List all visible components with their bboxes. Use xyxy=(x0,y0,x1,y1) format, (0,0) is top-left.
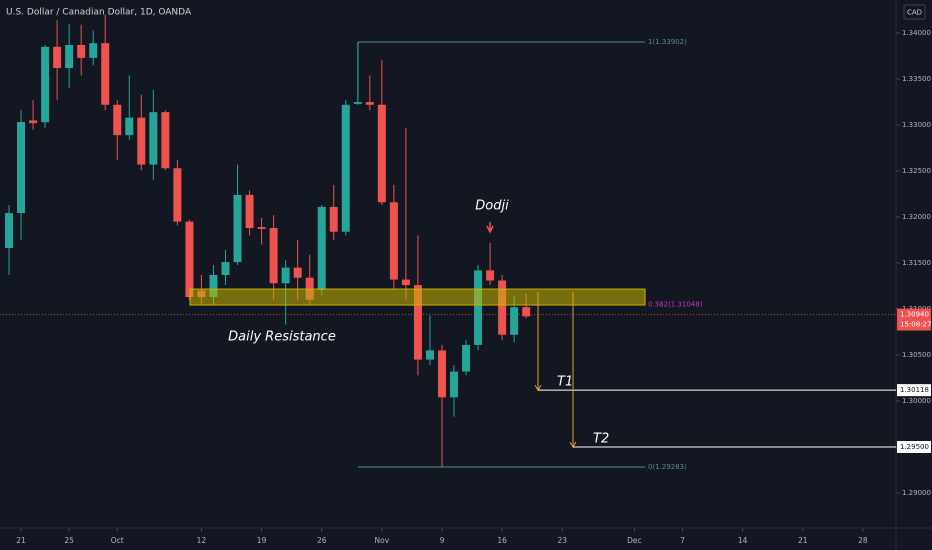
chart-title: U.S. Dollar / Canadian Dollar, 1D, OANDA xyxy=(6,8,192,18)
candle-body xyxy=(365,102,374,105)
candle-body xyxy=(89,43,98,58)
x-tick-label: 25 xyxy=(64,536,74,545)
target-price-tag xyxy=(897,440,931,453)
candle-body xyxy=(474,270,483,345)
candle-body xyxy=(149,112,158,165)
y-tick-label: 1.33500 xyxy=(902,75,931,83)
candle-body xyxy=(341,104,350,232)
candle-body xyxy=(389,202,398,280)
target-price-label: 1.30118 xyxy=(900,386,929,394)
x-tick-label: 21 xyxy=(16,536,26,545)
resistance-zone xyxy=(189,288,646,306)
y-tick-label: 1.29000 xyxy=(902,489,931,497)
currency-label[interactable]: CAD xyxy=(907,9,922,17)
candle-body xyxy=(329,206,338,232)
target-price-label: 1.29500 xyxy=(900,443,929,451)
y-tick-label: 1.32500 xyxy=(902,167,931,175)
y-tick-label: 1.33000 xyxy=(902,121,931,129)
candle-body xyxy=(450,371,459,398)
candle-body xyxy=(53,46,62,68)
candle-body xyxy=(233,194,242,263)
y-tick-label: 1.31500 xyxy=(902,259,931,267)
target-price-tag xyxy=(897,384,931,397)
fib-label: 1(1.33902) xyxy=(648,38,687,46)
candle-body xyxy=(425,350,434,360)
target-label: T2 xyxy=(593,431,609,446)
candle-body xyxy=(101,43,110,105)
x-tick-label: 14 xyxy=(738,536,748,545)
candle-body xyxy=(245,194,254,229)
candle-body xyxy=(317,206,326,290)
candle-body xyxy=(221,262,230,275)
y-tick-label: 1.32000 xyxy=(902,213,931,221)
x-tick-label: 16 xyxy=(497,536,507,545)
countdown-label: 15:08:27 xyxy=(900,321,931,329)
candle-body xyxy=(486,270,495,281)
y-tick-label: 1.30000 xyxy=(902,397,931,405)
candle-body xyxy=(498,280,507,335)
x-tick-label: 19 xyxy=(257,536,267,545)
x-tick-label: 9 xyxy=(440,536,445,545)
candle-body xyxy=(209,274,218,298)
candle-body xyxy=(125,117,134,136)
annotation: Dodji xyxy=(475,199,509,214)
candle-body xyxy=(377,104,386,203)
candle-body xyxy=(462,344,471,372)
candle-body xyxy=(281,267,290,284)
x-tick-label: 7 xyxy=(680,536,685,545)
x-tick-label: Nov xyxy=(375,536,390,545)
candle-body xyxy=(161,112,170,169)
candle-body xyxy=(41,46,50,123)
candle-body xyxy=(5,213,14,249)
x-tick-label: 21 xyxy=(798,536,808,545)
last-price-label: 1.30940 xyxy=(900,311,929,319)
candle-body xyxy=(185,221,194,298)
candle-body xyxy=(137,117,146,165)
candle-body xyxy=(353,102,362,104)
zone-label: Daily Resistance xyxy=(228,330,336,345)
candle-body xyxy=(29,120,38,124)
candle-body xyxy=(401,279,410,286)
x-tick-label: Dec xyxy=(627,536,642,545)
candle-body xyxy=(77,44,86,58)
target-label: T1 xyxy=(557,375,573,390)
fib-label: 0(1.29283) xyxy=(648,463,687,471)
candle-body xyxy=(65,44,74,68)
x-tick-label: 12 xyxy=(197,536,207,545)
x-tick-label: 28 xyxy=(858,536,868,545)
currency-button[interactable] xyxy=(903,4,926,20)
candle-body xyxy=(173,168,182,222)
y-tick-label: 1.34000 xyxy=(902,29,931,37)
candle-body xyxy=(437,350,446,398)
x-tick-label: Oct xyxy=(111,536,124,545)
x-tick-label: 26 xyxy=(317,536,327,545)
candle-body xyxy=(17,121,26,214)
candle-body xyxy=(269,228,278,284)
x-tick-label: 23 xyxy=(557,536,567,545)
y-tick-label: 1.30500 xyxy=(902,351,931,359)
fib-label: 0.382(1.31048) xyxy=(648,301,703,309)
candle-body xyxy=(257,227,266,229)
candle-body xyxy=(413,285,422,360)
annotation-arrow xyxy=(486,222,494,234)
candle-body xyxy=(510,307,519,335)
candle-body xyxy=(293,267,302,278)
candle-body xyxy=(522,307,531,317)
last-price-tag xyxy=(897,308,931,331)
candle-body xyxy=(113,104,122,136)
